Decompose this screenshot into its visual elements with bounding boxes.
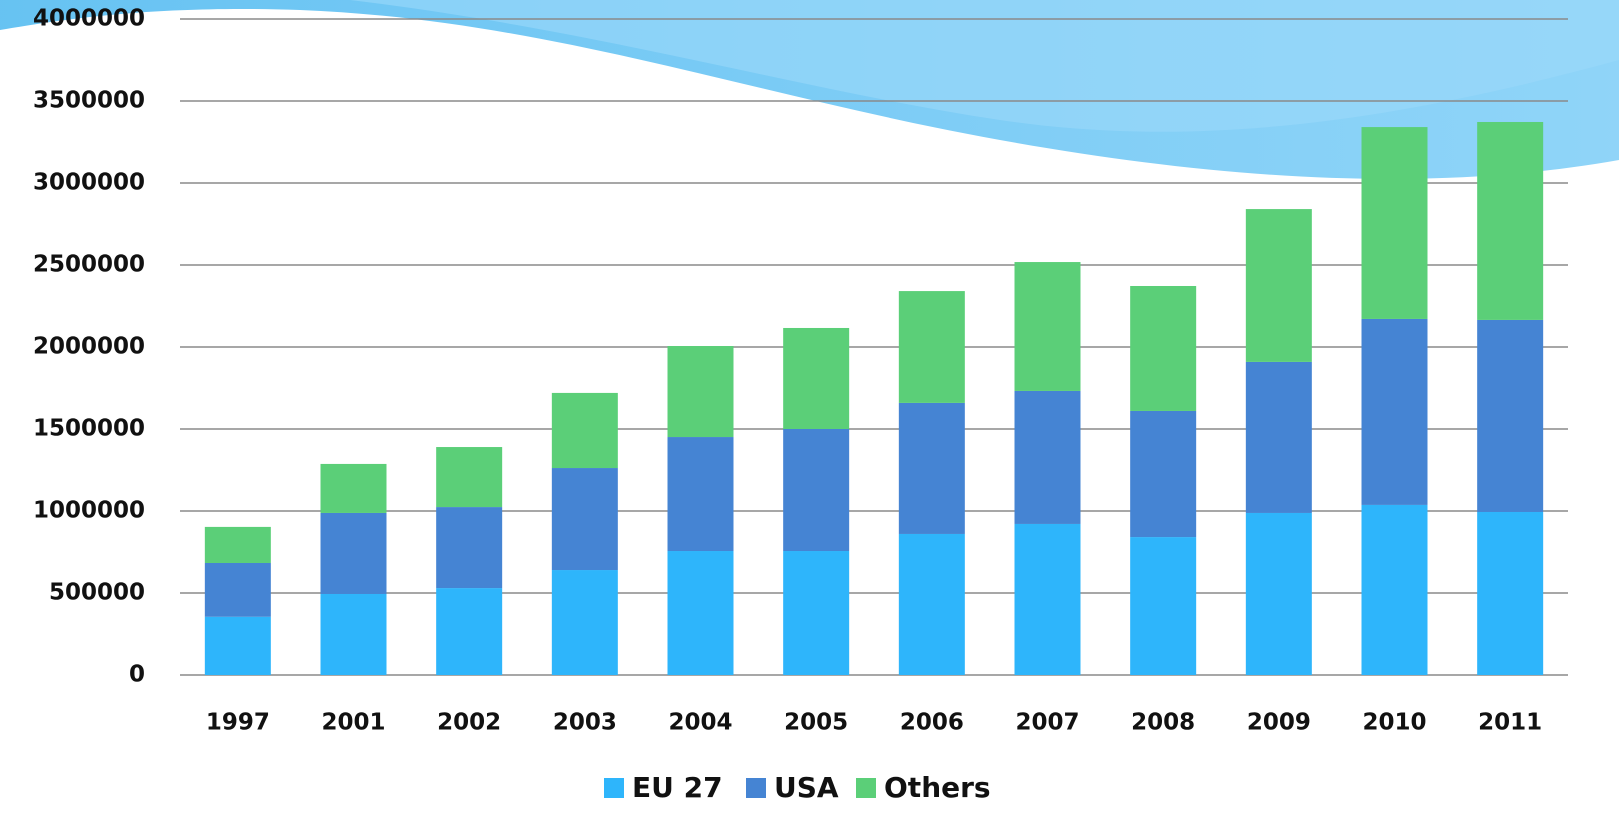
x-tick-label: 2003 [553,710,617,736]
bar-segment [783,327,850,429]
x-tick-label: 2002 [437,710,501,736]
legend-label: Others [884,771,991,804]
bar-segment [898,533,965,675]
x-tick-label: 2010 [1362,710,1426,736]
y-tick-label: 3000000 [33,170,145,196]
bar-segment [551,392,618,469]
y-tick-label: 4000000 [33,6,145,32]
bar-segment [551,570,618,675]
bar-segment [204,562,271,617]
y-tick-label: 1500000 [33,416,145,442]
legend-swatch [604,778,624,798]
bar-segment [898,291,965,403]
bar-segment [551,468,618,571]
x-tick-label: 2009 [1247,710,1311,736]
bar-segment [667,551,734,675]
x-tick-label: 2005 [784,710,848,736]
bar-segment [1477,121,1544,320]
y-tick-label: 0 [129,662,145,688]
bar-segment [1245,209,1312,362]
x-tick-label: 2001 [321,710,385,736]
bar-segment [320,593,387,675]
y-tick-label: 2500000 [33,252,145,278]
legend-label: USA [774,771,839,804]
bar-segment [667,437,734,552]
x-tick-label: 1997 [206,710,270,736]
bar-segment [204,526,271,563]
bar-segment [1245,512,1312,675]
legend-swatch [746,778,766,798]
bar-segment [436,447,503,508]
bar-segment [320,512,387,594]
x-tick-label: 2011 [1478,710,1542,736]
bar-segment [667,346,734,438]
bar-segment [1130,285,1197,411]
x-tick-label: 2008 [1131,710,1195,736]
bar-segment [204,616,271,675]
bar-segment [1361,318,1428,505]
y-tick-label: 1000000 [33,498,145,524]
bar-segment [1130,410,1197,538]
x-tick-label: 2004 [668,710,732,736]
y-tick-label: 3500000 [33,88,145,114]
x-tick-label: 2006 [900,710,964,736]
bar-segment [1014,262,1081,391]
bar-segment [436,588,503,675]
bar-segment [783,551,850,675]
legend-label: EU 27 [632,771,723,804]
bar-segment [898,402,965,534]
plot: 0 500000 1000000 1500000 2000000 2500000 30000… [33,6,1568,804]
bar-segment [320,463,387,513]
bar-segment [1014,523,1081,675]
bar-segment [1130,537,1197,675]
x-tick-label: 2007 [1015,710,1079,736]
bar-segment [1361,127,1428,319]
bar-segment [783,429,850,552]
background-wave [350,0,1619,132]
bar-segment [1361,504,1428,675]
bar-segment [1477,319,1544,512]
legend-swatch [856,778,876,798]
bar-segment [436,507,503,589]
bar-segment [1245,361,1312,513]
y-tick-label: 2000000 [33,334,145,360]
bar-segment [1014,390,1081,524]
bar-segment [1477,511,1544,675]
y-tick-label: 500000 [49,580,145,606]
